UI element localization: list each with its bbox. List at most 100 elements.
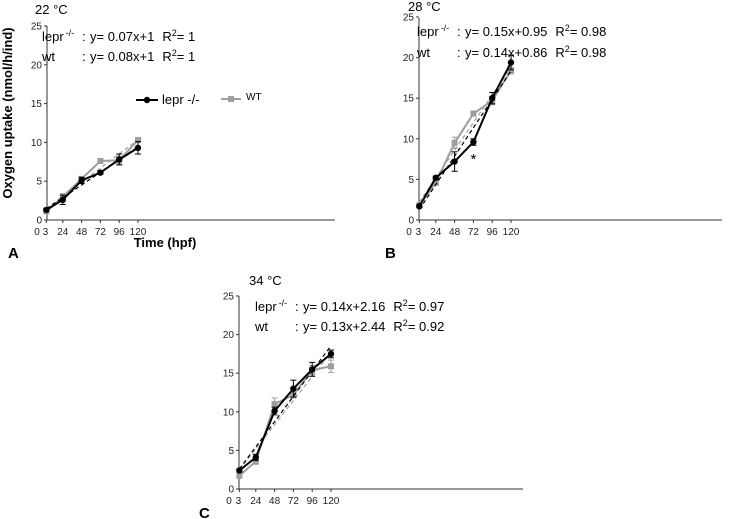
data-point-wt <box>271 401 278 408</box>
trendline-wt <box>45 139 139 209</box>
data-point-lepr <box>43 206 50 214</box>
data-point-lepr <box>470 138 477 146</box>
equation-fit: y= 0.08x+1 <box>90 49 154 64</box>
series-line-lepr <box>418 62 512 207</box>
y-tick-label: 10 <box>31 138 43 149</box>
equation-lepr: lepr -/-: y= 0.07x+1 R2= 1 <box>42 28 195 44</box>
y-tick-label: 15 <box>223 369 235 380</box>
equation-separator: : <box>82 29 86 44</box>
x-tick-label: 0 <box>34 227 40 238</box>
equation-r2-superscript: 2 <box>172 28 177 38</box>
x-tick-label: 96 <box>487 227 499 238</box>
x-tick-label: 48 <box>76 227 88 238</box>
chart-panel-b: 0 5 10 15 20 25 0 3 24 48 72 96 120 * lepr -/-: y= 0.15x… <box>403 13 722 238</box>
equation-lepr: lepr -/-: y= 0.15x+0.95 R2= 0.98 <box>417 23 606 39</box>
panel-title-34c: 34 °C <box>249 273 282 288</box>
y-tick-label: 0 <box>36 216 42 227</box>
legend-lepr-marker <box>143 96 151 104</box>
equation-label: wt <box>41 49 55 64</box>
y-tick-label: 25 <box>403 13 415 24</box>
data-point-lepr <box>271 407 278 415</box>
series-line-lepr <box>238 353 332 472</box>
equation-label: lepr <box>417 24 439 39</box>
data-point-lepr <box>115 156 123 163</box>
x-tick-label: 120 <box>323 496 340 507</box>
x-tick-label: 3 <box>43 227 49 238</box>
y-tick-label: 25 <box>31 22 43 33</box>
data-point-lepr <box>507 59 515 66</box>
equation-r2-value: = 0.98 <box>570 24 607 39</box>
data-point-wt <box>451 139 458 146</box>
panel-letter-a: A <box>8 245 19 262</box>
legend: lepr -/- WT <box>136 92 262 107</box>
legend-wt-marker <box>228 96 234 102</box>
equation-label: lepr <box>42 29 64 44</box>
panel-title-22c: 22 °C <box>35 2 68 17</box>
x-tick-label: 24 <box>250 496 262 507</box>
data-point-lepr <box>78 177 85 184</box>
equation-fit: y= 0.07x+1 <box>90 29 154 44</box>
equation-label: wt <box>416 45 430 60</box>
x-tick-label: 3 <box>416 227 422 238</box>
equation-r2-label: R <box>555 24 564 39</box>
chart-panel-a: 0 5 10 15 20 25 0 3 24 48 72 96 120 lepr -/-: y= 0.07x+… <box>31 22 335 238</box>
significance-star: * <box>470 151 476 168</box>
equation-separator: : <box>295 319 299 334</box>
equation-fit: y= 0.15x+0.95 <box>465 24 547 39</box>
x-tick-label: 72 <box>288 496 300 507</box>
equation-r2-value: = 0.92 <box>408 319 445 334</box>
equation-fit: y= 0.13x+2.44 <box>303 319 385 334</box>
x-tick-label: 96 <box>307 496 319 507</box>
x-tick-label: 96 <box>114 227 126 238</box>
data-point-lepr <box>308 366 316 373</box>
data-point-lepr <box>59 196 66 204</box>
equation-separator: : <box>295 299 299 314</box>
x-tick-label: 120 <box>130 227 147 238</box>
equation-wt: wt: y= 0.08x+1 R2= 1 <box>41 48 195 64</box>
y-tick-label: 25 <box>223 292 235 303</box>
data-point-lepr <box>488 95 496 102</box>
y-tick-label: 15 <box>403 94 415 105</box>
x-tick-label: 0 <box>226 496 232 507</box>
x-tick-label: 24 <box>430 227 442 238</box>
y-tick-label: 10 <box>223 407 235 418</box>
equation-r2-superscript: 2 <box>565 23 570 33</box>
equation-fit: y= 0.14x+0.86 <box>465 45 547 60</box>
equation-label: wt <box>254 319 268 334</box>
equation-genotype-superscript: -/- <box>441 23 450 33</box>
x-tick-label: 72 <box>95 227 107 238</box>
equation-genotype-superscript: -/- <box>279 298 288 308</box>
series-line-lepr <box>45 146 139 211</box>
data-point-lepr <box>252 454 259 461</box>
data-point-wt <box>97 158 104 165</box>
equation-wt: wt: y= 0.14x+0.86 R2= 0.98 <box>416 44 606 60</box>
equation-r2-label: R <box>393 299 402 314</box>
equation-genotype-superscript: -/- <box>66 28 75 38</box>
panel-letter-b: B <box>385 245 396 262</box>
y-tick-label: 0 <box>228 485 234 496</box>
equation-r2-label: R <box>393 319 402 334</box>
x-tick-label: 48 <box>449 227 461 238</box>
data-point-lepr <box>432 174 439 181</box>
x-tick-label: 0 <box>406 227 412 238</box>
x-tick-label: 72 <box>468 227 480 238</box>
equation-r2-superscript: 2 <box>172 48 177 58</box>
equation-label: lepr <box>255 299 277 314</box>
x-tick-label: 24 <box>57 227 69 238</box>
data-point-wt <box>432 179 439 186</box>
equation-r2-label: R <box>162 49 171 64</box>
panel-letter-c: C <box>199 505 210 519</box>
data-point-wt <box>134 137 141 144</box>
data-point-lepr <box>451 158 458 165</box>
data-point-lepr <box>290 385 297 392</box>
equation-fit: y= 0.14x+2.16 <box>303 299 385 314</box>
y-tick-label: 20 <box>403 53 415 64</box>
equation-r2-label: R <box>162 29 171 44</box>
data-point-wt <box>236 472 243 479</box>
y-tick-label: 10 <box>403 134 415 145</box>
equation-r2-value: = 0.98 <box>570 45 607 60</box>
chart-panel-c: 0 5 10 15 20 25 0 3 24 48 72 96 120 lepr -/-: y= 0.14x+… <box>223 292 523 507</box>
y-tick-label: 20 <box>223 330 235 341</box>
equation-r2-superscript: 2 <box>403 318 408 328</box>
